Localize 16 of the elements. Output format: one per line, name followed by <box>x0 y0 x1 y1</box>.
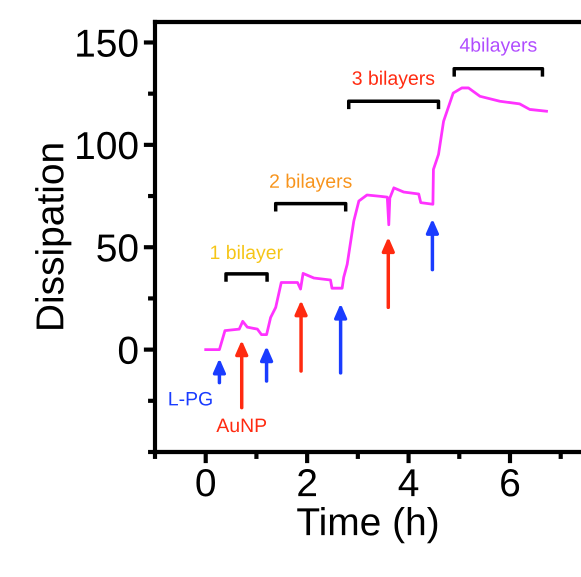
annotation: 2 bilayers <box>270 174 352 192</box>
annotation: 1 bilayer <box>211 244 283 264</box>
annotation: 4bilayers <box>460 38 537 56</box>
x-tick-label: 4 <box>398 469 418 496</box>
y-tick-label: 100 <box>77 132 138 160</box>
x-tick-label: 0 <box>196 469 216 497</box>
y-axis-title: Dissipation <box>35 144 72 329</box>
x-tick-label: 6 <box>501 469 520 497</box>
y-tick-label: 50 <box>97 234 138 262</box>
x-axis-title: Time (h) <box>297 507 438 544</box>
annotation: AuNP <box>216 418 266 432</box>
annotation: L-PG <box>169 392 212 406</box>
annotation: 3 bilayers <box>352 70 434 89</box>
x-tick-label: 2 <box>298 469 316 496</box>
y-tick-label: 150 <box>77 29 138 57</box>
y-tick-label: 0 <box>118 336 138 364</box>
